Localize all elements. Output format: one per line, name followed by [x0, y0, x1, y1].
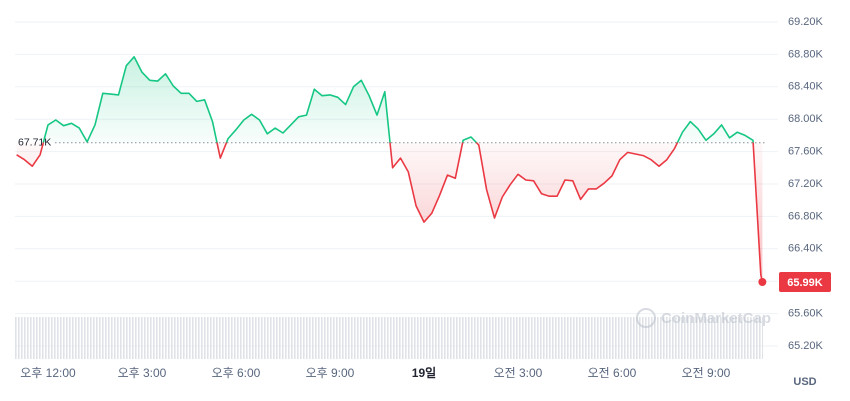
volume-band — [15, 317, 763, 359]
y-tick-label: 68.40K — [788, 81, 824, 93]
y-tick-label: 65.60K — [788, 308, 824, 320]
y-tick-label: 67.60K — [788, 146, 824, 158]
y-tick-label: 67.20K — [788, 178, 824, 190]
last-point — [758, 278, 767, 287]
y-tick-label: 65.20K — [788, 340, 824, 352]
baseline-label: 67.71K — [18, 136, 51, 148]
y-tick-label: 68.00K — [788, 113, 824, 125]
y-tick-label: 66.80K — [788, 210, 824, 222]
x-tick-label: 오후 3:00 — [118, 366, 167, 380]
y-tick-label: 66.40K — [788, 243, 824, 255]
x-tick-label: 오전 9:00 — [682, 366, 731, 380]
x-tick-label: 오후 9:00 — [306, 366, 355, 380]
x-tick-label: 오전 6:00 — [588, 366, 637, 380]
y-tick-label: 69.20K — [788, 16, 824, 28]
watermark: CoinMarketCap — [636, 308, 771, 328]
x-tick-label: 오후 6:00 — [212, 366, 261, 380]
last-price-label: 65.99K — [787, 277, 823, 289]
x-tick-label: 오전 3:00 — [494, 366, 543, 380]
area — [16, 56, 763, 282]
price-line — [16, 56, 764, 283]
x-tick-label: 19일 — [412, 366, 436, 380]
watermark-text: CoinMarketCap — [661, 310, 771, 327]
x-tick-label: 오후 12:00 — [20, 366, 76, 380]
y-tick-label: 68.80K — [788, 48, 824, 60]
y-unit: USD — [793, 376, 816, 388]
last-price-badge — [779, 272, 831, 293]
